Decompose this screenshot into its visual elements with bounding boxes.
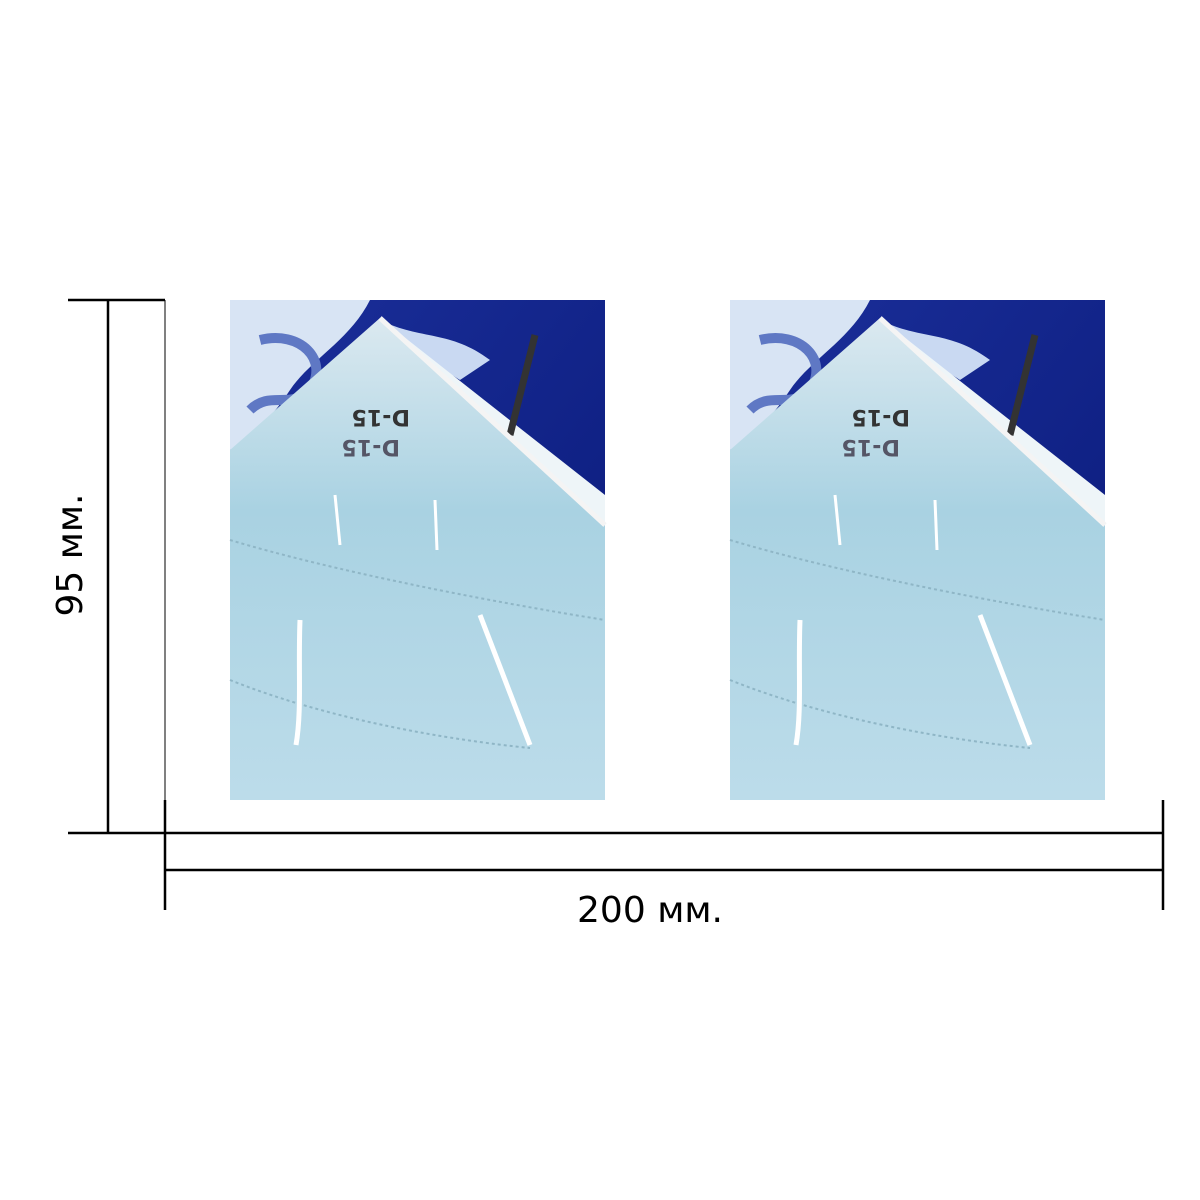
print-image-right <box>730 300 1105 800</box>
width-label: 200 мм. <box>577 890 723 931</box>
width-dimension <box>163 800 1165 910</box>
height-dimension <box>68 298 166 835</box>
print-image-left <box>230 300 605 800</box>
height-label: 95 мм. <box>50 493 91 616</box>
